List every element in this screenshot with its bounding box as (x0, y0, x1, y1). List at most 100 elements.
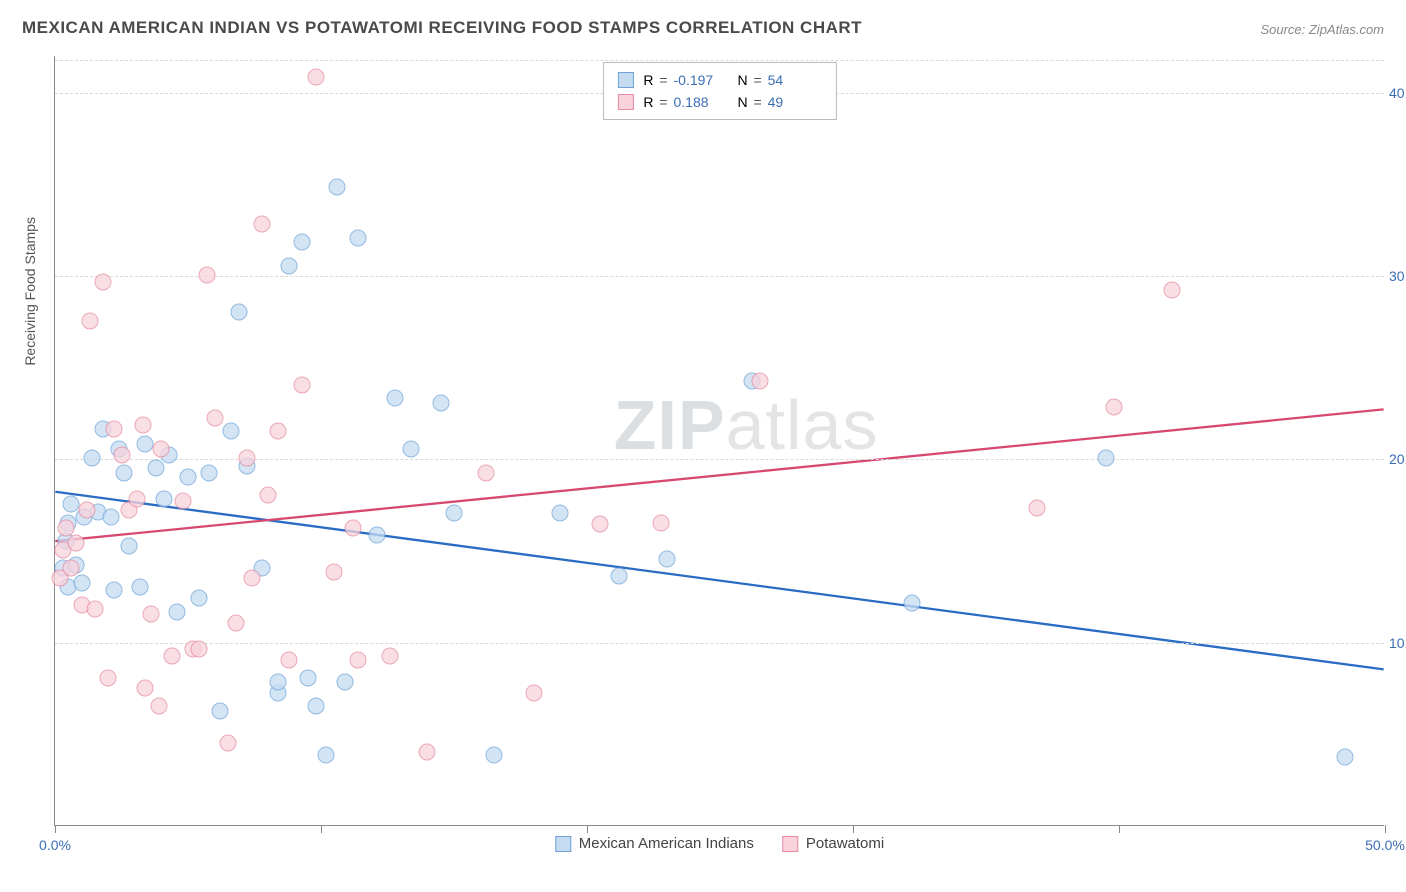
scatter-point (164, 648, 181, 665)
y-tick-label: 40.0% (1389, 85, 1406, 101)
scatter-point (198, 267, 215, 284)
chart-title: MEXICAN AMERICAN INDIAN VS POTAWATOMI RE… (22, 18, 862, 38)
scatter-point (299, 670, 316, 687)
series-legend-item: Potawatomi (782, 835, 884, 852)
scatter-point (102, 509, 119, 526)
x-tick (853, 825, 854, 833)
scatter-point (100, 670, 117, 687)
scatter-point (525, 685, 542, 702)
scatter-point (653, 514, 670, 531)
legend-swatch-series-0 (617, 72, 633, 88)
gridline (55, 643, 1384, 644)
scatter-point (219, 734, 236, 751)
scatter-point (318, 747, 335, 764)
scatter-point (751, 373, 768, 390)
scatter-point (132, 578, 149, 595)
legend-R-label: R = 0.188 (643, 91, 727, 113)
legend-N-label: N = 54 (738, 69, 822, 91)
scatter-point (477, 465, 494, 482)
trend-lines-layer (55, 56, 1384, 825)
scatter-point (294, 234, 311, 251)
y-tick-label: 10.0% (1389, 635, 1406, 651)
scatter-point (84, 450, 101, 467)
legend-swatch-series-1-bottom (782, 836, 798, 852)
scatter-point (294, 377, 311, 394)
x-tick (321, 825, 322, 833)
scatter-point (254, 215, 271, 232)
legend-swatch-series-1 (617, 94, 633, 110)
scatter-point (222, 422, 239, 439)
scatter-point (230, 303, 247, 320)
scatter-point (610, 567, 627, 584)
scatter-point (419, 743, 436, 760)
x-tick-label: 50.0% (1365, 837, 1405, 853)
scatter-point (201, 465, 218, 482)
scatter-point (68, 534, 85, 551)
scatter-point (350, 230, 367, 247)
scatter-point (116, 465, 133, 482)
scatter-point (137, 679, 154, 696)
source-attribution: Source: ZipAtlas.com (1260, 22, 1384, 37)
scatter-point (243, 569, 260, 586)
scatter-point (344, 520, 361, 537)
gridline (55, 276, 1384, 277)
scatter-point (1028, 499, 1045, 516)
scatter-point (281, 652, 298, 669)
series-legend-item: Mexican American Indians (555, 835, 754, 852)
scatter-point (73, 575, 90, 592)
y-axis-label: Receiving Food Stamps (22, 217, 38, 366)
gridline (55, 60, 1384, 61)
scatter-point (227, 615, 244, 632)
scatter-point (62, 496, 79, 513)
scatter-point (113, 446, 130, 463)
scatter-point (150, 697, 167, 714)
scatter-point (307, 697, 324, 714)
scatter-point (328, 179, 345, 196)
chart-plot-area: ZIPatlas R = -0.197 N = 54 R = 0.188 N =… (54, 56, 1384, 826)
scatter-point (446, 505, 463, 522)
y-tick-label: 30.0% (1389, 268, 1406, 284)
scatter-point (190, 641, 207, 658)
correlation-legend: R = -0.197 N = 54 R = 0.188 N = 49 (602, 62, 836, 120)
scatter-point (259, 487, 276, 504)
scatter-point (382, 648, 399, 665)
trend-line (55, 409, 1383, 541)
scatter-point (211, 703, 228, 720)
series-legend: Mexican American Indians Potawatomi (555, 835, 884, 852)
correlation-legend-row: R = -0.197 N = 54 (617, 69, 821, 91)
scatter-point (326, 564, 343, 581)
legend-swatch-series-0-bottom (555, 836, 571, 852)
x-tick (1119, 825, 1120, 833)
legend-N-label: N = 49 (738, 91, 822, 113)
scatter-point (592, 516, 609, 533)
scatter-point (169, 604, 186, 621)
scatter-point (105, 421, 122, 438)
legend-R-label: R = -0.197 (643, 69, 727, 91)
scatter-point (238, 450, 255, 467)
series-label: Mexican American Indians (579, 835, 754, 852)
x-tick (1385, 825, 1386, 833)
scatter-point (658, 551, 675, 568)
scatter-point (156, 490, 173, 507)
scatter-point (206, 410, 223, 427)
scatter-point (86, 600, 103, 617)
scatter-point (270, 674, 287, 691)
scatter-point (432, 395, 449, 412)
scatter-point (180, 468, 197, 485)
scatter-point (368, 527, 385, 544)
scatter-point (270, 422, 287, 439)
scatter-point (174, 492, 191, 509)
scatter-point (78, 501, 95, 518)
scatter-point (1097, 450, 1114, 467)
scatter-point (142, 606, 159, 623)
x-tick (55, 825, 56, 833)
correlation-legend-row: R = 0.188 N = 49 (617, 91, 821, 113)
scatter-point (403, 441, 420, 458)
scatter-point (903, 595, 920, 612)
scatter-point (81, 312, 98, 329)
x-tick-label: 0.0% (39, 837, 71, 853)
scatter-point (129, 490, 146, 507)
scatter-point (1337, 749, 1354, 766)
y-tick-label: 20.0% (1389, 451, 1406, 467)
series-label: Potawatomi (806, 835, 884, 852)
